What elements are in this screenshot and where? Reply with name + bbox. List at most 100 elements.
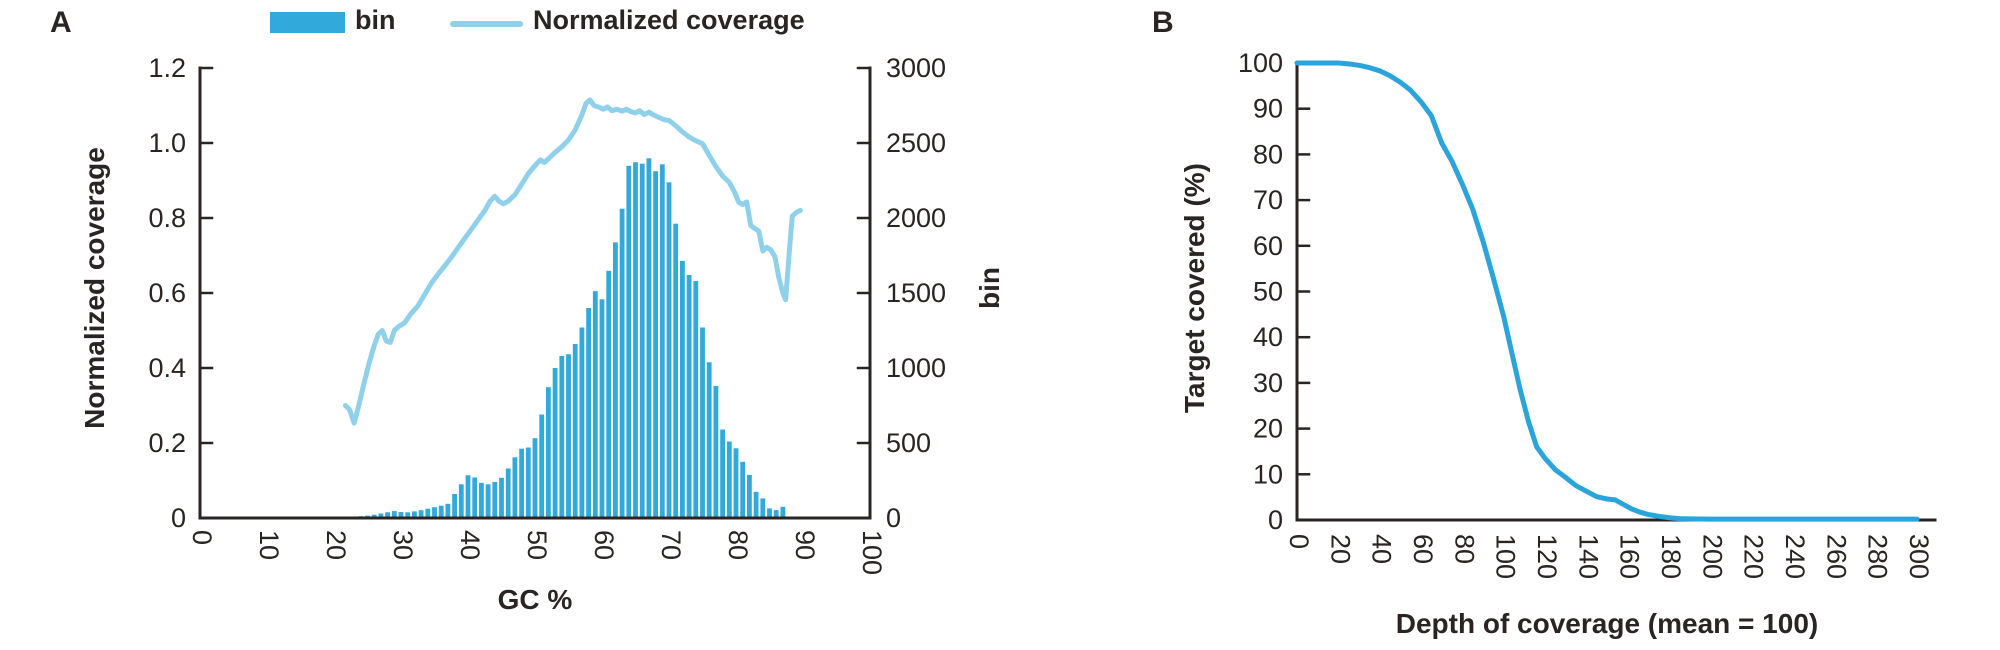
a-right-tick-label: 2000	[886, 203, 946, 233]
b-y-tick-label: 0	[1268, 505, 1283, 535]
histogram-bar	[378, 513, 384, 518]
histogram-bar	[666, 182, 672, 519]
histogram-bar	[452, 494, 457, 518]
a-right-tick-label: 2500	[886, 128, 946, 158]
a-x-tick-label: 90	[790, 530, 820, 560]
legend-bar-label: bin	[355, 5, 396, 35]
histogram-bar	[559, 356, 565, 518]
b-axes	[1295, 61, 1937, 522]
a-left-tick-label: 1.2	[148, 53, 186, 83]
histogram-bar	[659, 164, 665, 519]
histogram-bar	[619, 208, 625, 518]
histogram-bar	[639, 163, 645, 518]
b-y-tick-label: 80	[1253, 139, 1283, 169]
a-x-tick-label: 40	[455, 530, 485, 560]
b-y-tick-label: 70	[1253, 185, 1283, 215]
a-x-tick-label: 0	[187, 530, 217, 545]
b-y-tick-label: 90	[1253, 94, 1283, 124]
a-x-tick-label: 20	[321, 530, 351, 560]
a-right-tick-label: 3000	[886, 53, 946, 83]
histogram-bar	[592, 291, 598, 518]
histogram-bar	[445, 503, 451, 519]
histogram-bar	[693, 281, 699, 518]
histogram-bar	[653, 171, 658, 518]
histogram-bar	[438, 505, 444, 518]
panel-b-letter: B	[1152, 6, 1174, 39]
histogram-bar	[713, 386, 719, 518]
b-y-tick-label: 100	[1238, 48, 1283, 78]
histogram-bar	[606, 270, 612, 518]
histogram-bar	[626, 165, 632, 519]
normalized-coverage-line	[342, 97, 803, 426]
histogram-bar	[465, 475, 471, 519]
b-x-tick-label: 20	[1325, 534, 1355, 564]
panel-b: B 0 10 20 30 40 50 60 70 80 90 100 0 20 40 60 80 100 120 1…	[1000, 0, 2000, 650]
a-right-tick-label: 500	[886, 428, 931, 458]
a-left-tick-label: 0.4	[148, 353, 186, 383]
b-y-tick-label: 60	[1253, 231, 1283, 261]
histogram-bar	[371, 514, 377, 518]
a-right-tick-label: 1000	[886, 353, 946, 383]
histogram-bar	[720, 429, 725, 518]
legend-line-label: Normalized coverage	[533, 5, 805, 35]
histogram-bar	[566, 354, 571, 518]
histogram-bar	[492, 482, 498, 518]
a-right-tick-label: 1500	[886, 278, 946, 308]
histogram-bar	[385, 512, 390, 518]
histogram-bar	[425, 508, 431, 518]
histogram-bar	[733, 448, 739, 519]
gc-bias-chart: 00.20.40.60.81.01.2050010001500200025003…	[148, 53, 946, 575]
histogram-bar	[432, 507, 437, 518]
b-x-tick-label: 60	[1408, 534, 1438, 564]
histogram-bar	[512, 457, 518, 519]
histogram-bar	[552, 368, 558, 518]
histogram-bar	[405, 512, 411, 518]
histogram-bar	[633, 162, 638, 518]
histogram-bar	[499, 477, 504, 518]
histogram-bar	[479, 482, 484, 519]
b-y-tick-label: 40	[1253, 322, 1283, 352]
b-y-tick-label: 30	[1253, 368, 1283, 398]
panel-a: A bin Normalized coverage 0 0.2 0.4 0.6 0.8 1…	[0, 0, 1005, 615]
histogram-bar	[472, 477, 478, 518]
target-covered-line	[1294, 60, 1920, 522]
histogram-bar	[412, 511, 417, 518]
histogram-bar	[740, 461, 746, 519]
histogram-bar	[686, 275, 692, 518]
histogram-bar	[579, 327, 585, 518]
a-x-tick-label: 50	[522, 530, 552, 560]
b-x-tick-label: 280	[1863, 534, 1893, 579]
a-tick-labels: 00.20.40.60.81.01.2050010001500200025003…	[148, 53, 946, 575]
histogram-bar	[539, 414, 545, 518]
a-x-tick-label: 10	[254, 530, 284, 560]
a-left-tick-label: 0.2	[148, 428, 186, 458]
a-left-tick-label: 0	[171, 503, 186, 533]
histogram-bar	[646, 158, 652, 519]
histogram-bar	[418, 510, 424, 518]
bin-histogram	[351, 158, 799, 519]
depth-of-coverage-chart: 0 10 20 30 40 50 60 70 80 90 100 0 20 40 60 80 100 120 140…	[1238, 48, 1937, 579]
b-y-tick-label: 20	[1253, 414, 1283, 444]
b-y-tick-label: 10	[1253, 459, 1283, 489]
histogram-bar	[546, 387, 551, 518]
b-x-tick-label: 120	[1532, 534, 1562, 579]
a-x-tick-label: 30	[388, 530, 418, 560]
b-x-axis-label: Depth of coverage (mean = 100)	[1395, 608, 1819, 639]
panel-a-letter: A	[50, 6, 72, 39]
b-x-tick-label: 100	[1491, 534, 1521, 579]
histogram-bar	[680, 260, 685, 518]
a-x-tick-label: 100	[857, 530, 887, 575]
legend: bin Normalized coverage	[0, 0, 1000, 48]
legend-bar-swatch	[270, 12, 345, 33]
a-right-tick-label: 0	[886, 503, 901, 533]
a-left-tick-label: 0.8	[148, 203, 186, 233]
histogram-bar	[780, 506, 786, 519]
b-x-tick-label: 240	[1780, 534, 1810, 579]
histogram-bar	[753, 491, 759, 519]
b-x-tick-label: 40	[1367, 534, 1397, 564]
a-left-tick-label: 1.0	[148, 128, 186, 158]
b-x-tick-label: 140	[1573, 534, 1603, 579]
a-x-axis-label: GC %	[497, 584, 573, 615]
histogram-bar	[398, 512, 404, 518]
histogram-bar	[525, 447, 531, 518]
